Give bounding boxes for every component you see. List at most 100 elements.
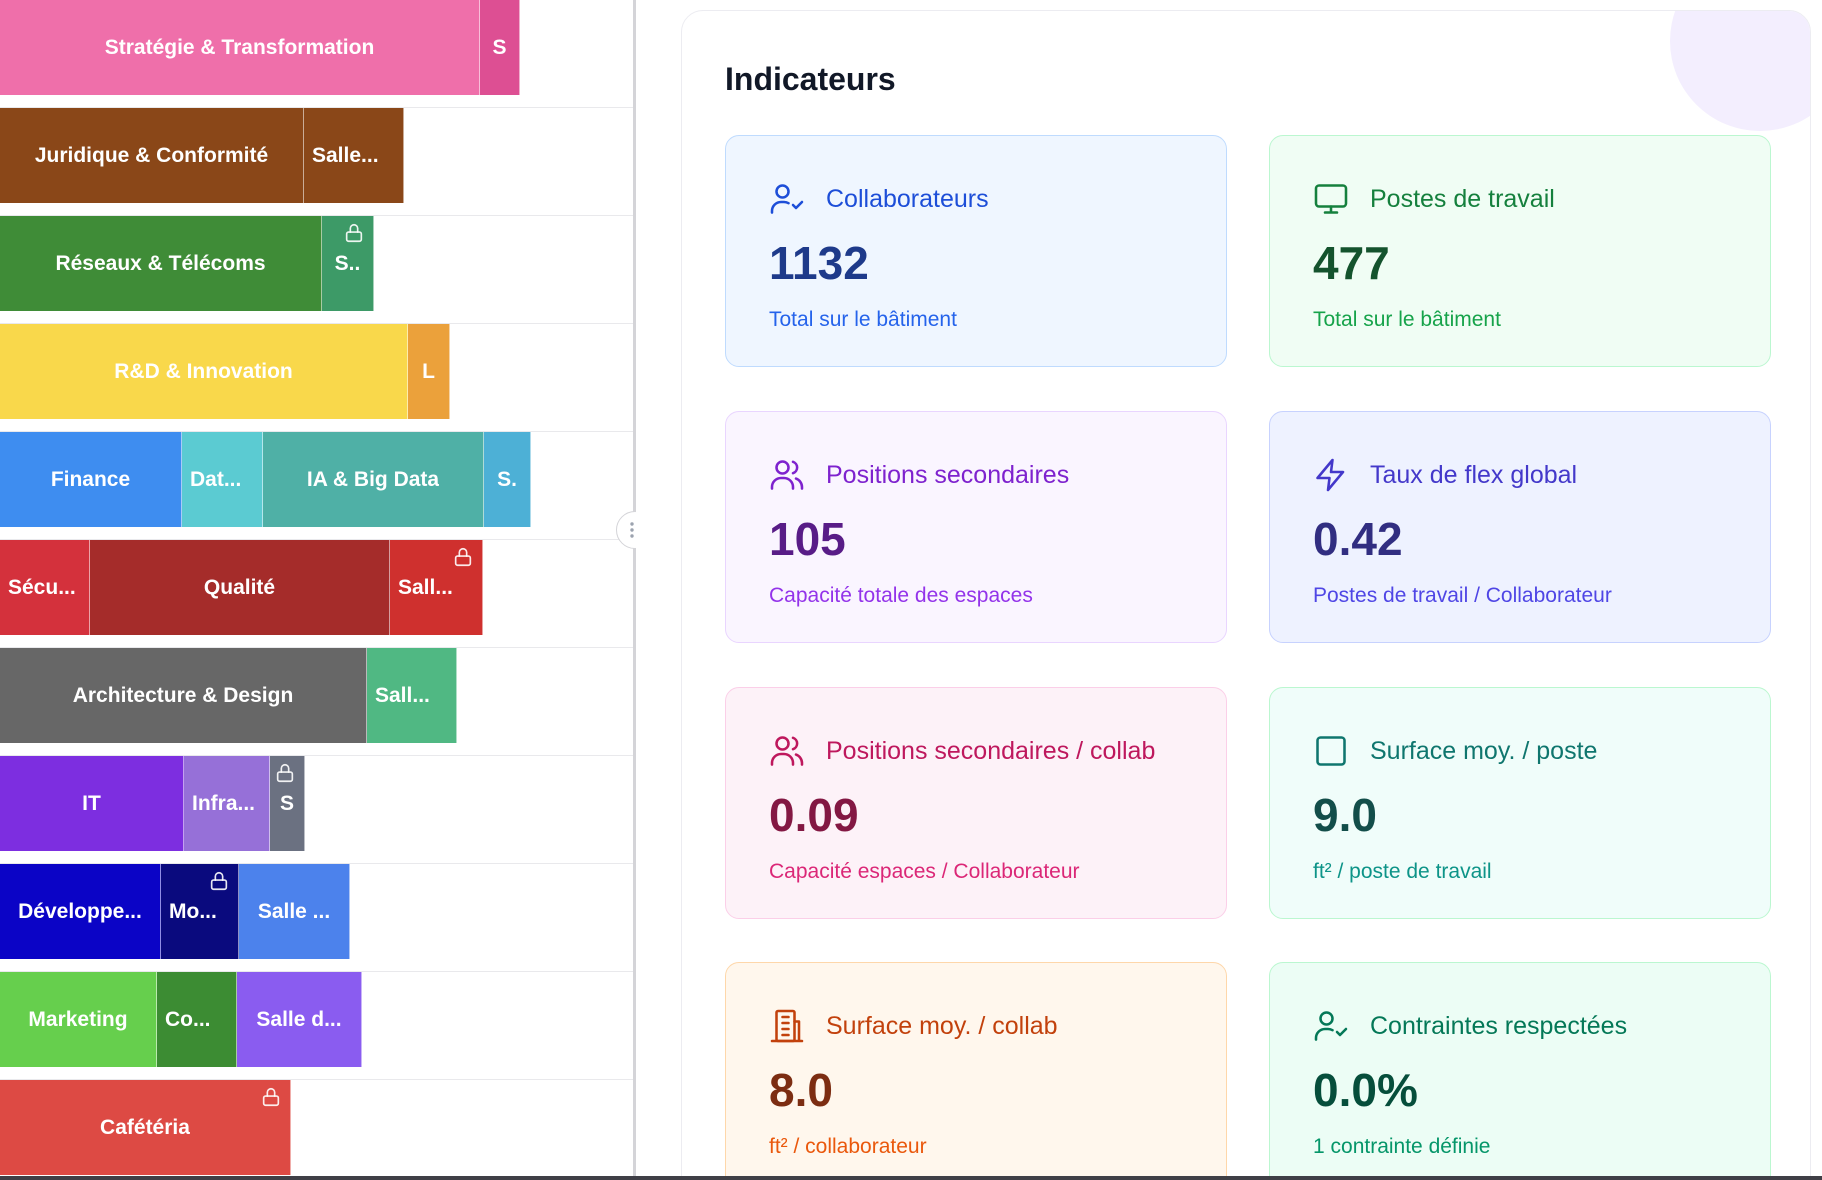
metric-card: Collaborateurs 1132 Total sur le bâtiment: [725, 135, 1227, 367]
users-icon: [769, 457, 805, 493]
metric-subtitle: Total sur le bâtiment: [1313, 308, 1501, 331]
department-label: S: [492, 35, 507, 59]
metric-value: 0.0%: [1313, 1064, 1418, 1116]
department-block[interactable]: Sall...: [390, 540, 483, 635]
department-label: Sécu...: [8, 575, 76, 599]
metric-value: 105: [769, 513, 846, 565]
department-block[interactable]: Juridique & Conformité: [0, 108, 304, 203]
metric-value: 0.09: [769, 789, 859, 841]
building-icon: [769, 1008, 805, 1044]
department-block[interactable]: Co...: [157, 972, 237, 1067]
department-block[interactable]: Stratégie & Transformation: [0, 0, 480, 95]
metric-subtitle: Capacité totale des espaces: [769, 584, 1033, 607]
window-bottom-edge: [0, 1176, 1822, 1180]
department-label: Juridique & Conformité: [34, 143, 269, 167]
monitor-icon: [1313, 181, 1349, 217]
department-label: S..: [334, 251, 361, 275]
department-block[interactable]: S: [480, 0, 520, 95]
metric-value: 477: [1313, 237, 1390, 289]
department-label: Co...: [165, 1007, 211, 1031]
corner-decoration: [1670, 11, 1810, 131]
department-block[interactable]: Marketing: [0, 972, 157, 1067]
metric-card: Positions secondaires 105 Capacité totale …: [725, 411, 1227, 643]
department-block[interactable]: Cafétéria: [0, 1080, 291, 1175]
department-block[interactable]: Finance: [0, 432, 182, 527]
department-block[interactable]: IA & Big Data: [263, 432, 484, 527]
department-label: Sall...: [398, 575, 453, 599]
department-block[interactable]: S: [270, 756, 305, 851]
metric-subtitle: ft² / collaborateur: [769, 1135, 927, 1158]
lock-icon: [274, 762, 296, 784]
metric-card: Surface moy. / collab 8.0 ft² / collaborat…: [725, 962, 1227, 1180]
department-block[interactable]: R&D & Innovation: [0, 324, 408, 419]
department-block[interactable]: Salle ...: [239, 864, 350, 959]
metric-card: Contraintes respectées 0.0% 1 contrainte d…: [1269, 962, 1771, 1180]
square-icon: [1313, 733, 1349, 769]
department-block[interactable]: Dat...: [182, 432, 263, 527]
user-check-icon: [1313, 1008, 1349, 1044]
floor-row: Sécu... Qualité Sall...: [0, 540, 633, 648]
department-label: Architecture & Design: [72, 683, 294, 707]
department-block[interactable]: S.: [484, 432, 531, 527]
user-check-icon: [769, 181, 805, 217]
floor-row: Juridique & Conformité Salle...: [0, 108, 633, 216]
department-label: IA & Big Data: [306, 467, 440, 491]
metric-subtitle: Capacité espaces / Collaborateur: [769, 860, 1080, 883]
department-block[interactable]: L: [408, 324, 450, 419]
department-label: S: [279, 791, 294, 815]
department-label: Finance: [50, 467, 131, 491]
department-block[interactable]: S..: [322, 216, 374, 311]
department-label: Marketing: [28, 1007, 128, 1031]
metric-label: Surface moy. / poste: [1370, 737, 1598, 765]
department-label: Dat...: [190, 467, 242, 491]
department-label: Mo...: [169, 899, 217, 923]
metric-label: Postes de travail: [1370, 185, 1555, 213]
metric-card: Taux de flex global 0.42 Postes de travail…: [1269, 411, 1771, 643]
lock-icon: [452, 546, 474, 568]
department-label: Développe...: [18, 899, 142, 923]
metric-subtitle: Postes de travail / Collaborateur: [1313, 584, 1612, 607]
department-block[interactable]: Sall...: [367, 648, 457, 743]
department-block[interactable]: Salle...: [304, 108, 404, 203]
department-label: Salle...: [312, 143, 379, 167]
floor-row: IT Infra... S: [0, 756, 633, 864]
floor-row: Développe... Mo... Salle ...: [0, 864, 633, 972]
indicators-title: Indicateurs: [725, 61, 896, 97]
zap-icon: [1313, 457, 1349, 493]
department-block[interactable]: IT: [0, 756, 184, 851]
metric-label: Positions secondaires / collab: [826, 737, 1156, 765]
department-block[interactable]: Salle d...: [237, 972, 362, 1067]
department-label: Salle ...: [257, 899, 331, 923]
department-label: Réseaux & Télécoms: [55, 251, 266, 275]
metric-card: Surface moy. / poste 9.0 ft² / poste de tr…: [1269, 687, 1771, 919]
floor-row: Architecture & Design Sall...: [0, 648, 633, 756]
metric-card: Postes de travail 477 Total sur le bâtimen…: [1269, 135, 1771, 367]
floor-row: R&D & Innovation L: [0, 324, 633, 432]
department-label: Stratégie & Transformation: [104, 35, 375, 59]
department-block[interactable]: Réseaux & Télécoms: [0, 216, 322, 311]
department-block[interactable]: Développe...: [0, 864, 161, 959]
department-label: Sall...: [375, 683, 430, 707]
metric-label: Surface moy. / collab: [826, 1012, 1058, 1040]
department-block[interactable]: Architecture & Design: [0, 648, 367, 743]
department-block[interactable]: Infra...: [184, 756, 270, 851]
indicators-panel: Indicateurs Collaborateurs 1132 Total sur …: [636, 0, 1822, 1180]
metric-subtitle: 1 contrainte définie: [1313, 1135, 1491, 1158]
department-label: IT: [82, 791, 101, 815]
floor-row: Cafétéria: [0, 1080, 633, 1180]
lock-icon: [343, 222, 365, 244]
lock-icon: [208, 870, 230, 892]
department-block[interactable]: Sécu...: [0, 540, 90, 635]
lock-icon: [260, 1086, 282, 1108]
panel-divider[interactable]: [633, 0, 636, 1180]
users-icon: [769, 733, 805, 769]
metric-value: 0.42: [1313, 513, 1403, 565]
stacking-chart: Stratégie & Transformation S Juridique & C…: [0, 0, 633, 1180]
metric-label: Contraintes respectées: [1370, 1012, 1628, 1040]
department-block[interactable]: Mo...: [161, 864, 239, 959]
department-block[interactable]: Qualité: [90, 540, 390, 635]
metric-subtitle: ft² / poste de travail: [1313, 860, 1492, 883]
department-label: S.: [497, 467, 517, 491]
metric-subtitle: Total sur le bâtiment: [769, 308, 957, 331]
floor-row: Finance Dat... IA & Big Data S.: [0, 432, 633, 540]
